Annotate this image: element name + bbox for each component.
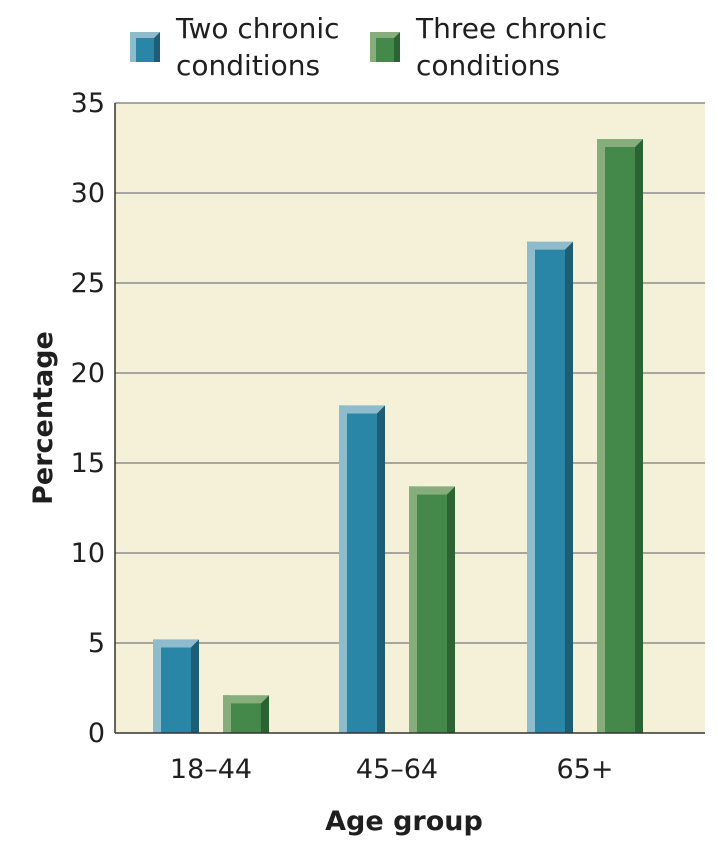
y-axis-title: Percentage: [28, 331, 59, 505]
bar-side-face: [191, 639, 199, 733]
bar-top-face: [527, 241, 573, 250]
legend-label: Three chronic: [415, 12, 607, 45]
x-tick-label: 65+: [557, 754, 614, 785]
bar-front-face: [417, 494, 447, 733]
swatch-highlight: [370, 32, 376, 62]
x-tick-label: 45–64: [356, 754, 438, 785]
y-tick-label: 0: [88, 718, 105, 749]
bar: [223, 695, 269, 733]
legend-label: conditions: [176, 49, 320, 82]
y-tick-label: 15: [71, 448, 105, 479]
legend-swatch: [370, 32, 400, 62]
legend-label: Two chronic: [175, 12, 340, 45]
bar-highlight: [527, 241, 535, 733]
bar-front-face: [161, 647, 191, 733]
bar-highlight: [597, 139, 605, 733]
bar-side-face: [635, 139, 643, 733]
bars: [153, 139, 643, 733]
y-tick-label: 35: [71, 88, 105, 119]
bar: [339, 405, 385, 733]
swatch-side: [394, 32, 400, 62]
x-axis-title: Age group: [325, 806, 483, 837]
bar-highlight: [153, 639, 161, 733]
bar: [153, 639, 199, 733]
swatch-highlight: [130, 32, 136, 62]
legend-item: Three chronic conditions: [370, 12, 607, 82]
y-tick-label: 10: [71, 538, 105, 569]
swatch-top: [130, 32, 160, 38]
bar: [597, 139, 643, 733]
y-tick-label: 30: [71, 178, 105, 209]
legend: Two chronic conditions Three chronic condit…: [130, 12, 607, 82]
bar-highlight: [409, 486, 417, 733]
bar-highlight: [223, 695, 231, 733]
bar-top-face: [339, 405, 385, 414]
bar-front-face: [347, 413, 377, 733]
legend-swatch: [130, 32, 160, 62]
bar-top-face: [597, 139, 643, 147]
x-tick-label: 18–44: [170, 754, 252, 785]
y-tick-labels: 0 5 10 15 20 25 30 35: [71, 88, 105, 749]
y-tick-label: 20: [71, 358, 105, 389]
y-tick-label: 25: [71, 268, 105, 299]
swatch-top: [370, 32, 400, 38]
bar: [409, 486, 455, 733]
bar-top-face: [153, 639, 199, 648]
bar-front-face: [605, 147, 635, 733]
bar: [527, 241, 573, 733]
bar-side-face: [377, 405, 385, 733]
legend-item: Two chronic conditions: [130, 12, 340, 82]
swatch-front: [136, 38, 154, 62]
bar-side-face: [447, 486, 455, 733]
swatch-front: [376, 38, 394, 62]
bar-side-face: [261, 695, 269, 733]
legend-label: conditions: [416, 49, 560, 82]
x-tick-labels: 18–44 45–64 65+: [170, 754, 614, 785]
bar-top-face: [223, 695, 269, 704]
bar-highlight: [339, 405, 347, 733]
y-tick-label: 5: [88, 628, 105, 659]
bar-front-face: [231, 703, 261, 733]
bar-front-face: [535, 249, 565, 733]
bar-side-face: [565, 241, 573, 733]
swatch-side: [154, 32, 160, 62]
bar-top-face: [409, 486, 455, 495]
